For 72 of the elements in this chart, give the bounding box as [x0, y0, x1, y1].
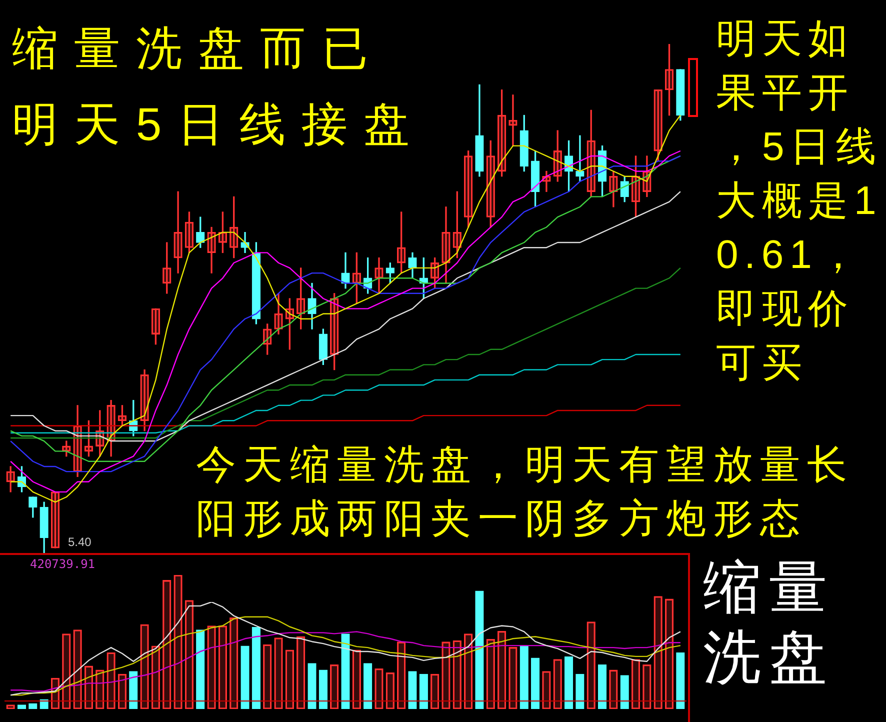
bar	[576, 674, 584, 709]
bar	[174, 575, 182, 709]
candlestick	[442, 206, 450, 284]
bar	[475, 590, 484, 709]
text: 明天如果平开，5日线大概是10.61，即现价可买	[716, 16, 884, 387]
bar	[62, 634, 71, 709]
bar	[285, 650, 294, 709]
candlestick	[508, 94, 518, 146]
bar	[452, 640, 462, 709]
bar	[374, 668, 384, 709]
bar	[196, 630, 205, 709]
bar	[654, 596, 662, 709]
bar	[542, 671, 551, 709]
bar	[386, 672, 394, 709]
bar	[497, 630, 506, 709]
bar	[184, 600, 194, 709]
bar	[642, 664, 652, 709]
bar	[218, 626, 228, 709]
candlestick	[374, 257, 384, 294]
bar	[106, 652, 116, 709]
bar	[318, 670, 328, 709]
bar	[140, 624, 149, 709]
candlestick	[207, 226, 216, 274]
bar	[430, 674, 440, 709]
bar	[118, 674, 127, 709]
annotation: 5.40	[68, 535, 92, 549]
annotation: 今天缩量洗盘，明天有望放量长阳形成两阳夹一阴多方炮形态	[196, 442, 855, 543]
bar	[207, 626, 216, 709]
bar	[598, 664, 607, 709]
bar	[508, 647, 518, 709]
bar	[586, 622, 596, 709]
bar	[442, 642, 450, 709]
bar	[17, 704, 26, 709]
bar	[408, 671, 417, 709]
bar	[530, 658, 540, 709]
bar	[609, 670, 618, 709]
bar	[151, 646, 160, 709]
bar	[620, 675, 629, 709]
bar	[296, 636, 306, 709]
bar	[520, 646, 528, 709]
bar	[553, 659, 562, 709]
text: 420739.91	[30, 557, 96, 571]
text: 明天5日线接盘	[12, 97, 426, 152]
bar	[252, 626, 261, 709]
candlestick	[274, 293, 283, 334]
bar	[419, 674, 428, 709]
bar	[6, 704, 15, 709]
bar	[73, 630, 82, 709]
bar	[308, 663, 316, 709]
bar	[330, 664, 339, 709]
bar	[352, 650, 361, 709]
candlestick	[174, 191, 182, 274]
bar	[162, 580, 172, 709]
candlestick	[140, 369, 149, 432]
bar	[676, 652, 685, 709]
bar	[129, 671, 138, 709]
bar	[464, 634, 473, 709]
bar	[274, 638, 283, 709]
chart-title: 缩量洗盘而已	[12, 21, 384, 76]
bar	[631, 659, 640, 709]
candlestick	[576, 135, 584, 182]
bar	[341, 634, 350, 709]
bar	[396, 642, 406, 709]
bar	[240, 646, 250, 709]
bar	[486, 638, 495, 709]
bar	[263, 644, 272, 709]
bar	[230, 618, 238, 709]
bar	[364, 663, 372, 709]
bar	[564, 656, 574, 709]
bar	[664, 598, 674, 709]
candlestick	[609, 170, 618, 208]
text: 缩量洗盘	[703, 554, 836, 692]
